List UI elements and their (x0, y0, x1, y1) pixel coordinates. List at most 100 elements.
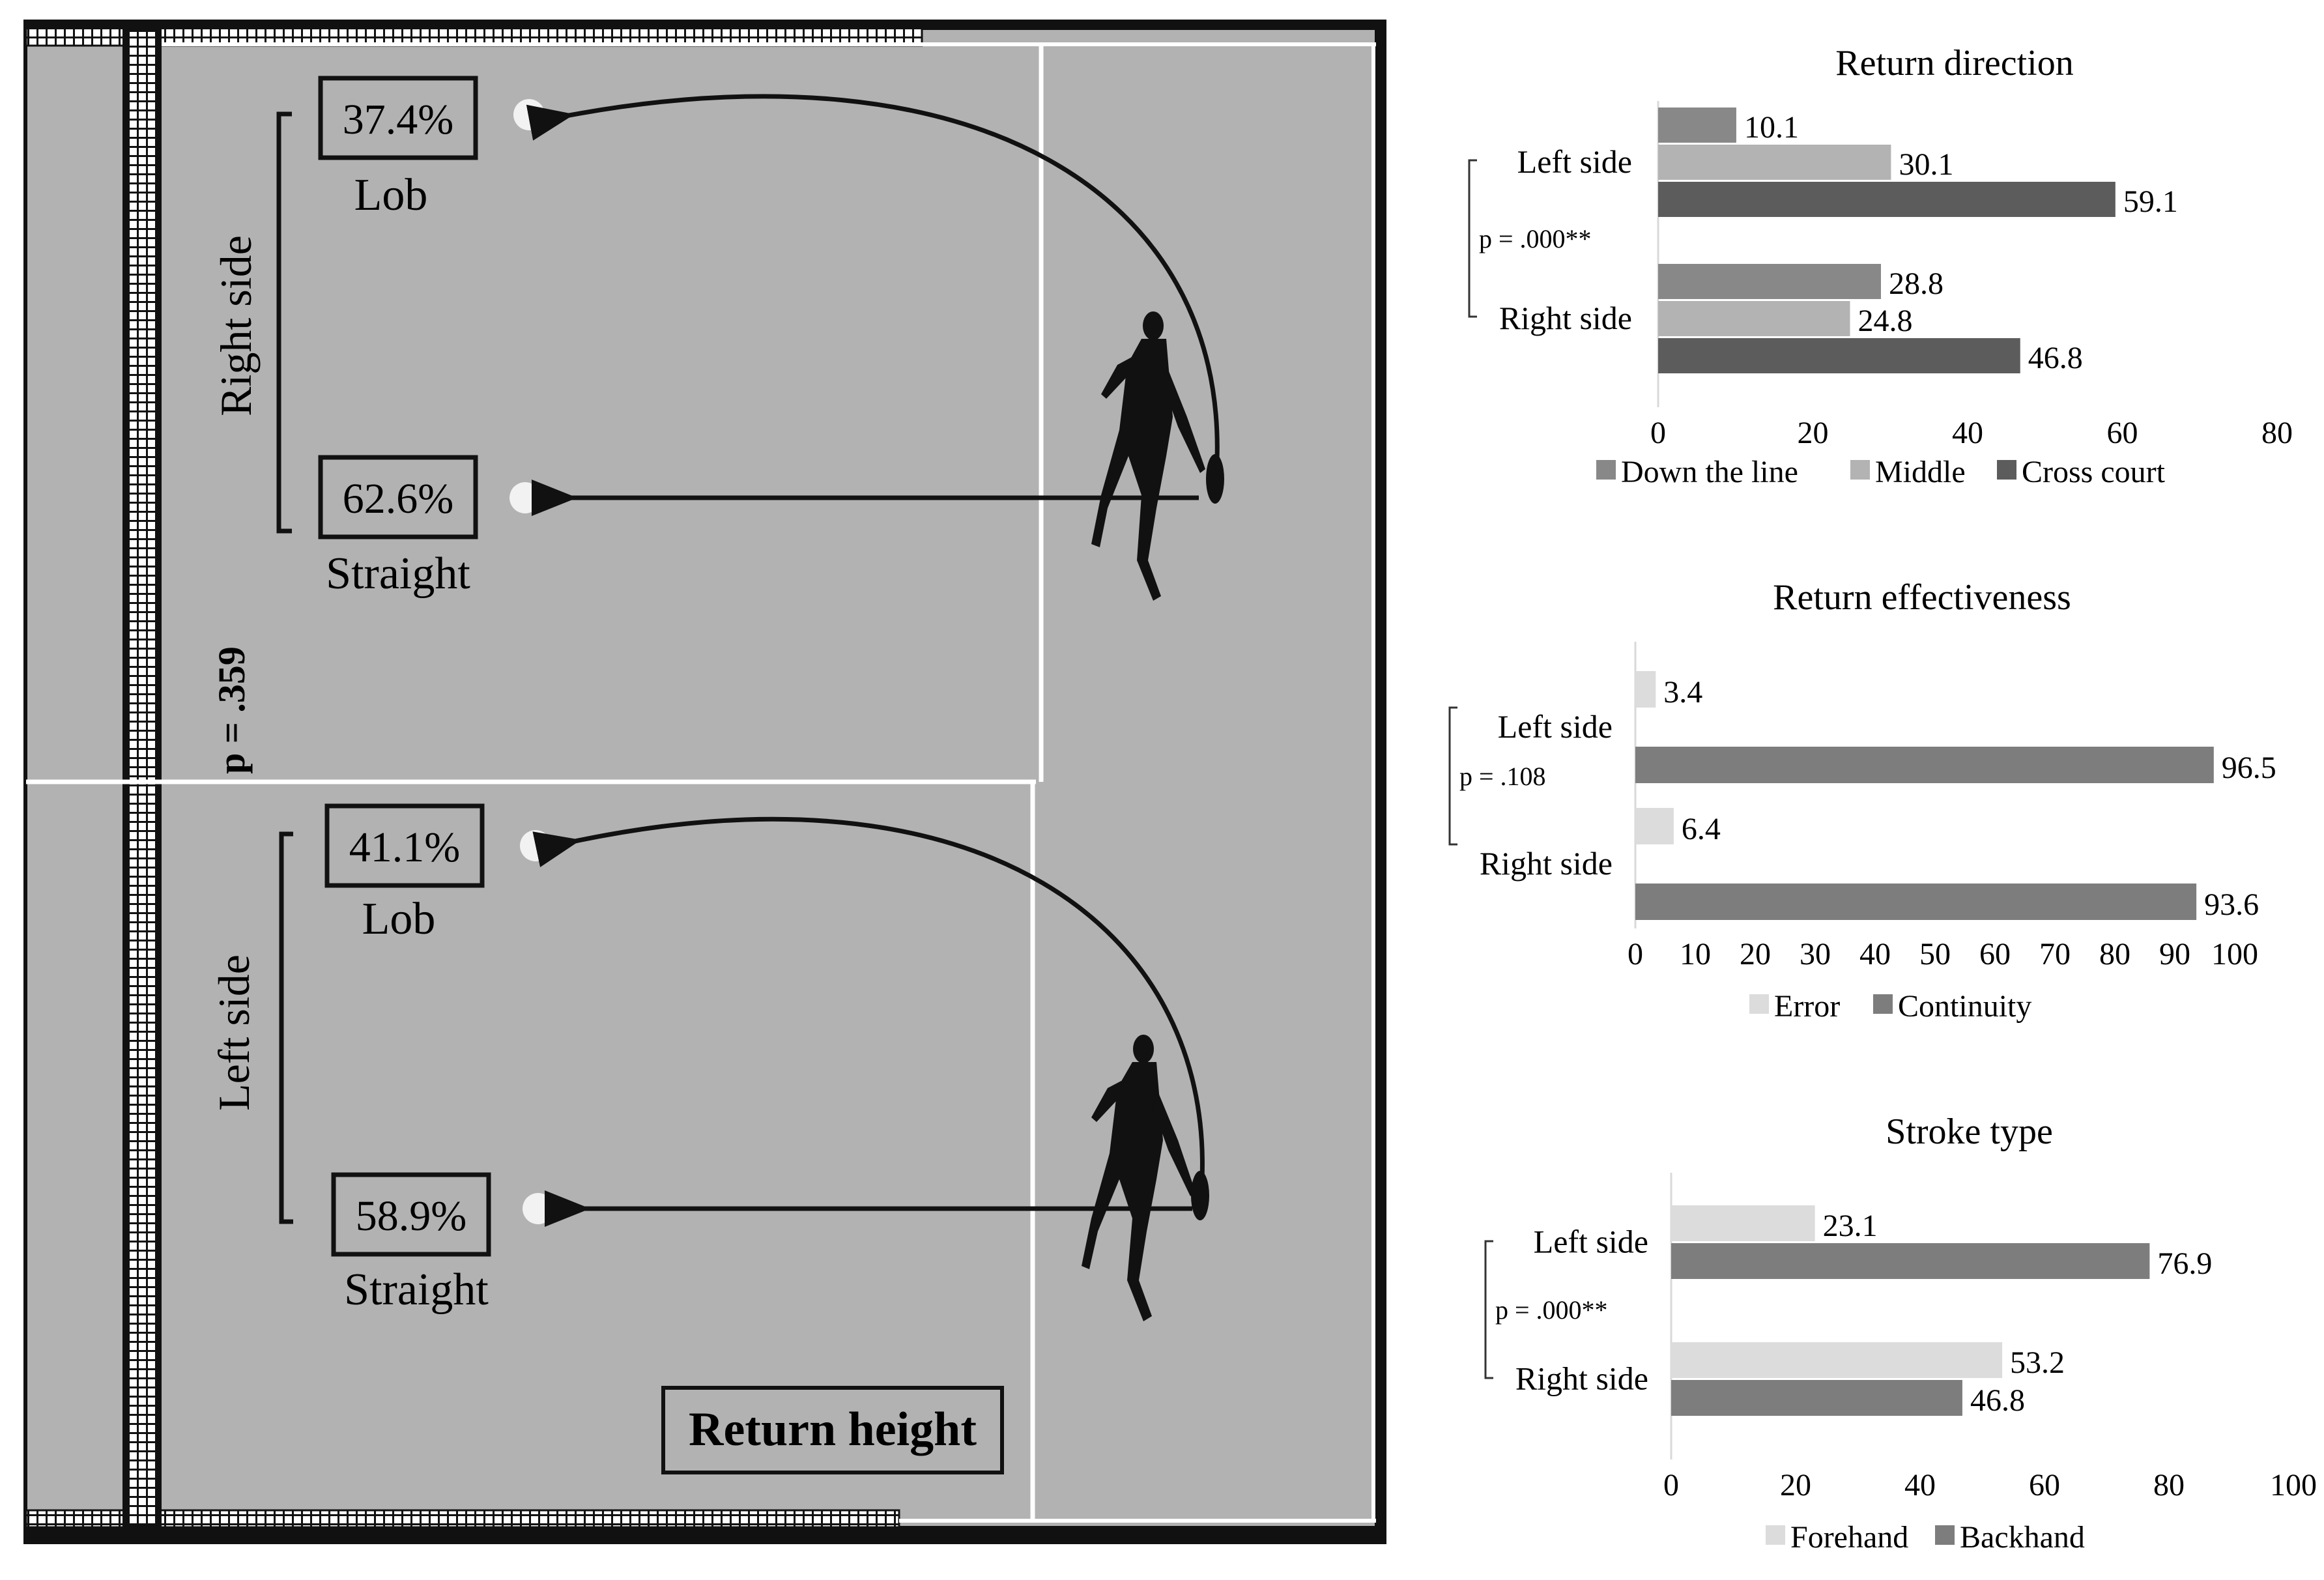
significance-bracket (1484, 1240, 1493, 1379)
right-straight-ball (509, 482, 541, 513)
right-lob-box (318, 76, 478, 160)
legend-label: Continuity (1898, 989, 2031, 1024)
x-tick-label: 20 (1798, 416, 1829, 450)
x-tick-label: 20 (1740, 937, 1771, 971)
chart-title: Return direction (1835, 43, 2073, 83)
left-lob-pct: 41.1% (349, 824, 460, 871)
data-label: 46.8 (1970, 1383, 2025, 1418)
x-tick-label: 40 (1904, 1468, 1936, 1502)
x-tick-label: 100 (2211, 937, 2258, 971)
data-label: 6.4 (1682, 812, 1721, 846)
left-straight-box (331, 1172, 491, 1257)
data-label: 76.9 (2157, 1246, 2212, 1281)
x-tick-label: 0 (1650, 416, 1666, 450)
significance-bracket (1448, 706, 1457, 846)
right-straight-box (318, 455, 478, 539)
bar-continuity (1635, 883, 2197, 920)
x-tick-label: 70 (2039, 937, 2071, 971)
significance-bracket (1468, 159, 1477, 318)
right-side-label: Right side (211, 235, 261, 416)
x-tick-label: 100 (2270, 1468, 2317, 1502)
x-tick-label: 30 (1800, 937, 1831, 971)
bar-cross-court (1658, 338, 2020, 373)
left-straight-pct: 58.9% (356, 1192, 466, 1240)
p-value-note: p = .108 (1459, 762, 1546, 791)
net-vertical (122, 27, 162, 1530)
player-silhouette-upper (1091, 311, 1224, 601)
left-straight-ball (523, 1193, 554, 1224)
bar-down-the-line (1658, 264, 1881, 299)
bar-error (1635, 808, 1674, 844)
left-lob-box (324, 803, 485, 888)
legend-swatch (1766, 1525, 1785, 1545)
x-tick-label: 90 (2159, 937, 2190, 971)
bar-forehand (1671, 1342, 2003, 1378)
category-label: Right side (1499, 300, 1632, 336)
data-label: 46.8 (2028, 341, 2083, 375)
p-value-note: p = .000** (1479, 224, 1592, 253)
left-straight-label: Straight (344, 1265, 489, 1315)
data-label: 59.1 (2123, 184, 2178, 219)
x-tick-label: 60 (2107, 416, 2138, 450)
return-effectiveness-chart: Return effectiveness 3.4 96.5 Left side 6.4 9… (1448, 577, 2276, 1024)
right-straight-pct: 62.6% (343, 475, 453, 523)
legend-swatch (1850, 460, 1870, 480)
left-side-label: Left side (209, 955, 259, 1111)
court-frame-bottom (26, 1526, 1386, 1544)
left-lob-arrow (532, 816, 1205, 1180)
x-tick-label: 0 (1663, 1468, 1679, 1502)
bar-backhand (1671, 1380, 1962, 1416)
legend-swatch (1935, 1525, 1955, 1545)
stroke-type-chart: Stroke type 23.1 76.9 Left side 53.246.8 Righ… (1484, 1112, 2317, 1555)
x-tick-label: 80 (2261, 416, 2293, 450)
left-side-bracket (279, 831, 293, 1224)
x-tick-label: 50 (1919, 937, 1951, 971)
court-frame-left (23, 20, 27, 1544)
bar-backhand (1671, 1243, 2150, 1279)
bar-middle (1658, 145, 1891, 180)
chart-title: Stroke type (1886, 1112, 2053, 1152)
data-label: 93.6 (2204, 887, 2259, 922)
return-height-box (661, 1386, 1004, 1474)
bar-down-the-line (1658, 108, 1736, 143)
bar-middle (1658, 301, 1850, 336)
right-straight-label: Straight (326, 549, 470, 599)
legend-label: Down the line (1621, 455, 1798, 489)
data-label: 96.5 (2222, 751, 2276, 785)
court-frame-right (1375, 20, 1386, 1544)
court-diagram: Right side 37.4% Lob 62.6% Straight p = … (23, 20, 1386, 1544)
legend-label: Error (1774, 989, 1840, 1024)
left-lob-label: Lob (362, 894, 436, 944)
legend-swatch (1596, 460, 1616, 480)
player-silhouette-lower (1082, 1035, 1209, 1321)
right-side-bracket (276, 111, 292, 534)
x-tick-label: 0 (1628, 937, 1643, 971)
legend-label: Backhand (1960, 1520, 2085, 1555)
data-label: 3.4 (1663, 675, 1702, 710)
bar-continuity (1635, 747, 2214, 783)
x-tick-label: 20 (1780, 1468, 1811, 1502)
x-tick-label: 60 (1979, 937, 2011, 971)
x-tick-label: 10 (1680, 937, 1711, 971)
data-label: 23.1 (1823, 1209, 1878, 1243)
data-label: 30.1 (1899, 147, 1953, 182)
category-label: Right side (1515, 1360, 1648, 1397)
chart-title: Return effectiveness (1773, 577, 2071, 618)
legend-label: Middle (1875, 455, 1966, 489)
return-direction-chart: Return direction 10.1 30.1 59.1 Left side 28.… (1468, 43, 2293, 489)
bar-forehand (1671, 1205, 1815, 1241)
category-label: Left side (1517, 143, 1632, 180)
legend-swatch (1997, 460, 2016, 480)
right-lob-pct: 37.4% (343, 96, 453, 143)
p-value-height: p = .359 (210, 646, 253, 774)
x-tick-label: 40 (1952, 416, 1983, 450)
right-lob-ball (513, 99, 545, 130)
x-tick-label: 60 (2029, 1468, 2060, 1502)
legend-label: Cross court (2022, 455, 2166, 489)
category-label: Left side (1534, 1224, 1648, 1260)
x-tick-label: 80 (2099, 937, 2130, 971)
data-label: 28.8 (1889, 266, 1944, 301)
right-lob-arrow (526, 94, 1220, 460)
left-lob-ball (520, 830, 551, 861)
legend-swatch (1873, 994, 1893, 1014)
